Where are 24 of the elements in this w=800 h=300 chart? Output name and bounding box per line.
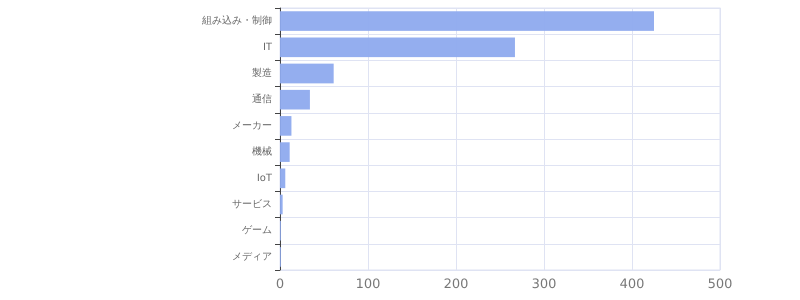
x-tick-label: 100 <box>356 277 380 292</box>
x-tick-label: 400 <box>620 277 644 292</box>
bar <box>280 90 310 110</box>
bar <box>280 64 334 84</box>
y-tick-label: メーカー <box>232 120 272 132</box>
x-tick-label: 200 <box>444 277 468 292</box>
x-tick-label: 0 <box>276 277 284 292</box>
y-tick-label: サービス <box>232 199 272 210</box>
bar <box>280 37 515 58</box>
y-tick-label: 製造 <box>252 67 272 79</box>
bar <box>280 142 290 162</box>
x-tick-label: 500 <box>708 277 732 292</box>
bar <box>280 168 286 188</box>
y-tick-label: 組み込み・制御 <box>201 14 272 27</box>
bar <box>280 11 654 31</box>
y-tick-label: IoT <box>256 172 273 184</box>
bar <box>280 116 292 136</box>
y-tick-label: 機械 <box>252 146 272 158</box>
y-tick-label: メディア <box>232 251 272 262</box>
bar <box>280 194 283 214</box>
y-tick-label: ゲーム <box>242 225 272 236</box>
y-tick-label: IT <box>262 42 273 53</box>
y-tick-label: 通信 <box>252 93 272 106</box>
x-tick-label: 300 <box>532 277 556 292</box>
